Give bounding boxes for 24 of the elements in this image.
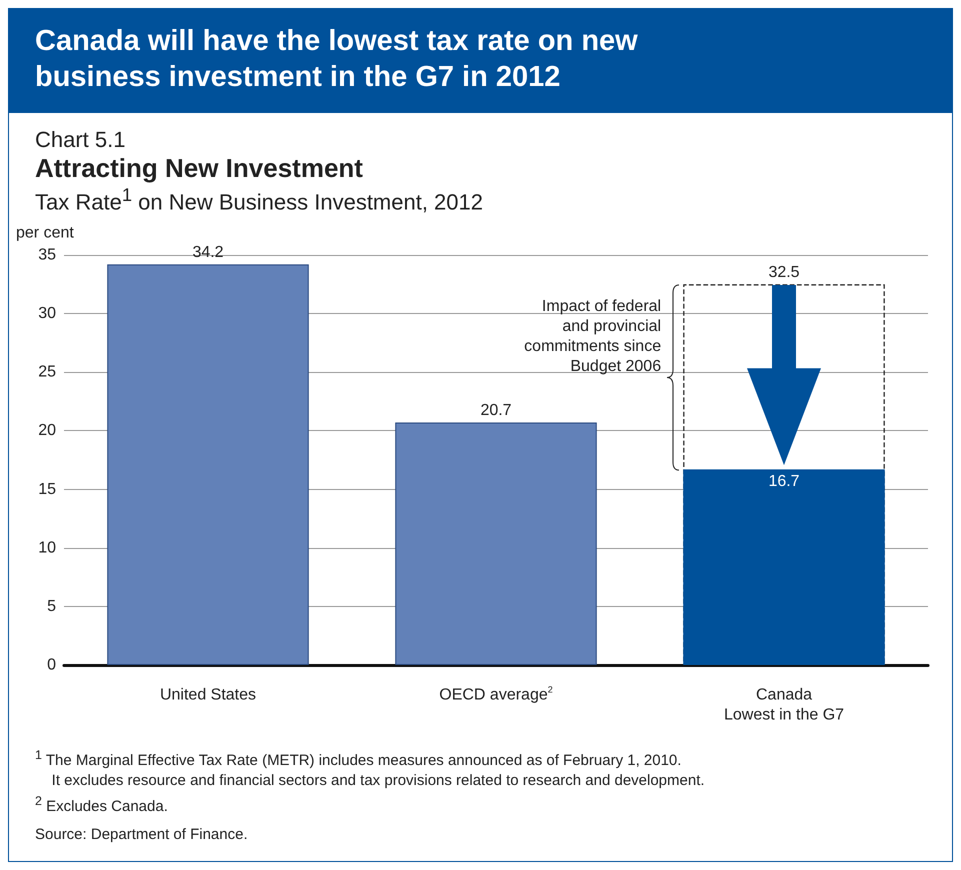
source-note: Source: Department of Finance.: [35, 825, 249, 846]
bar: [107, 264, 309, 666]
y-axis-title: per cent: [16, 224, 74, 242]
y-tick-label: 0: [47, 656, 56, 674]
data-label: 34.2: [192, 244, 224, 262]
bar: [683, 470, 885, 666]
data-label: 32.5: [768, 264, 800, 282]
x-tick-label: United States: [160, 686, 256, 704]
data-label: 20.7: [480, 402, 512, 420]
y-tick-label: 20: [38, 422, 56, 440]
y-tick-label: 30: [38, 305, 56, 322]
annotation: Impact of federal and provincial commitments since Budget 2006: [524, 296, 662, 377]
text: $^{1}$ The Marginal Effective Tax Rate (METR) includes measures announced as of February 1, 2010. It excludes resource and financial sectors and tax provisions related to research and development.: [35, 747, 706, 792]
y-tick-label: 35: [38, 246, 56, 264]
y-tick-label: 25: [38, 364, 56, 381]
y-tick-label: 15: [38, 481, 56, 498]
x-tick-label: Canada Lowest in the G7: [724, 686, 844, 724]
y-tick-label: 10: [38, 540, 56, 557]
y-tick-label: 5: [47, 598, 56, 616]
data-label: 16.7: [768, 473, 800, 490]
chart-subtitle: Chart 5.1 Attracting New Investment Tax Rate$^{1}$ on New Business Investment, 2012: [35, 127, 484, 216]
chart-title: Canada will have the lowest tax rate on new business investment in the G7 in 2012: [9, 9, 952, 113]
bar: [395, 422, 597, 666]
text: $^{2}$ Excludes Canada.: [35, 793, 169, 818]
